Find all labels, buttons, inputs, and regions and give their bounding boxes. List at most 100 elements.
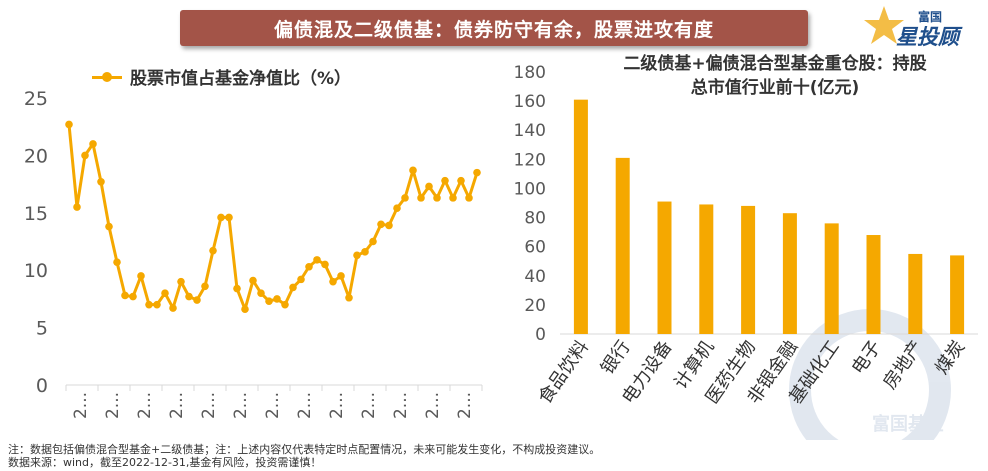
y-tick-label: 0 — [535, 325, 546, 345]
x-tick-label: 2... — [263, 392, 283, 419]
data-point — [225, 213, 233, 222]
y-tick-label: 5 — [36, 318, 48, 340]
data-point — [153, 300, 161, 309]
data-point — [73, 203, 81, 211]
x-tick-label: 2... — [455, 392, 475, 419]
x-tick-label: 2... — [135, 392, 155, 419]
data-point — [257, 289, 265, 297]
data-point — [353, 251, 361, 260]
data-point — [377, 220, 385, 229]
x-tick-label: 2... — [167, 392, 187, 419]
y-tick-label: 40 — [524, 267, 546, 287]
data-point — [129, 292, 137, 301]
data-point — [169, 304, 177, 312]
data-point — [425, 182, 433, 191]
data-point — [289, 283, 297, 292]
data-point — [297, 275, 305, 284]
y-tick-label: 60 — [524, 238, 546, 258]
bar — [950, 255, 965, 334]
y-tick-label: 120 — [514, 150, 546, 170]
data-point — [433, 194, 441, 202]
footnotes: 注：数据包括偏债混合型基金+二级债基；注：上述内容仅代表特定时点配置情况，未来可… — [8, 443, 600, 469]
data-point — [361, 248, 369, 256]
line-chart: 0 5 10 15 20 25 2... 2... 2... 2... 2... 2... 2... 2.… — [24, 88, 483, 419]
bar — [699, 204, 714, 334]
data-point — [185, 292, 193, 301]
logo-top-text: 富国 — [918, 10, 943, 24]
y-tick-label: 10 — [24, 260, 48, 282]
bar — [657, 201, 672, 334]
data-point — [249, 276, 257, 285]
y-tick-label: 0 — [36, 375, 48, 397]
bar-chart-title-line-2: 总市值行业前十(亿元) — [690, 78, 860, 98]
logo-main-text: 星投顾 — [896, 25, 959, 49]
data-point — [161, 289, 169, 297]
data-point — [305, 262, 313, 271]
data-point — [89, 140, 97, 148]
logo: 富国 星投顾 — [858, 4, 980, 49]
x-tick-label: 2... — [103, 392, 123, 419]
data-point — [409, 166, 417, 175]
data-point — [273, 295, 281, 303]
bar — [908, 253, 923, 334]
series-line — [67, 124, 479, 311]
bar — [824, 223, 839, 334]
legend-line-marker-icon — [92, 70, 122, 84]
footnote-disclaimer: 注：数据包括偏债混合型基金+二级债基；注：上述内容仅代表特定时点配置情况，未来可… — [8, 443, 601, 456]
data-point — [329, 277, 337, 286]
x-tick-label: 2... — [231, 392, 251, 419]
data-point — [113, 258, 121, 266]
data-point — [449, 194, 457, 202]
x-tick-label: 2... — [71, 392, 91, 419]
data-point — [281, 300, 289, 309]
y-tick-label: 180 — [514, 63, 546, 83]
data-point — [313, 256, 321, 264]
bar — [615, 157, 630, 334]
data-point — [65, 120, 73, 129]
data-point — [81, 151, 89, 160]
y-tick-label: 140 — [514, 121, 546, 141]
data-point — [201, 282, 209, 291]
category-label: 电子 — [848, 337, 886, 379]
category-label: 房地产 — [879, 337, 927, 393]
data-point — [193, 296, 201, 304]
data-point — [385, 221, 393, 230]
data-point — [417, 194, 425, 202]
data-point — [105, 222, 113, 231]
bar-chart-title-line-1: 二级债基+偏债混合型基金重仓股：持股 — [623, 54, 927, 74]
data-point — [217, 213, 225, 222]
data-point — [345, 293, 353, 302]
x-tick-label: 2... — [199, 392, 219, 419]
star-logo-icon — [864, 6, 904, 44]
data-point — [401, 194, 409, 202]
data-point — [209, 246, 217, 255]
data-point — [321, 260, 329, 269]
data-point — [233, 284, 241, 293]
data-point — [265, 297, 273, 305]
y-tick-label: 20 — [524, 296, 546, 316]
bar — [866, 235, 881, 334]
data-point — [241, 305, 249, 314]
x-tick-label: 2... — [295, 392, 315, 419]
y-tick-label: 25 — [24, 88, 48, 110]
data-point — [457, 176, 465, 185]
bar — [573, 99, 588, 335]
data-point — [137, 272, 145, 280]
bar-chart-title: 二级债基+偏债混合型基金重仓股：持股 总市值行业前十(亿元) — [575, 52, 975, 100]
data-point — [369, 237, 377, 246]
footnote-source: 数据来源：wind，截至2022-12-31,基金有风险，投资需谨慎！ — [8, 456, 322, 469]
y-tick-label: 100 — [514, 179, 546, 199]
y-tick-label: 15 — [24, 203, 48, 225]
data-point — [465, 194, 473, 202]
data-point — [393, 204, 401, 213]
data-point — [441, 176, 449, 185]
watermark-text: 富国基金 — [872, 413, 945, 435]
legend-label: 股票市值占基金净值比（%） — [130, 69, 352, 89]
x-tick-label: 2... — [423, 392, 443, 419]
x-tick-label: 2... — [359, 392, 379, 419]
banner-title: 偏债混及二级债基：债券防守有余，股票进攻有度 — [180, 10, 808, 46]
data-point — [121, 291, 129, 300]
data-point — [473, 168, 481, 177]
category-label: 食品饮料 — [534, 337, 592, 408]
